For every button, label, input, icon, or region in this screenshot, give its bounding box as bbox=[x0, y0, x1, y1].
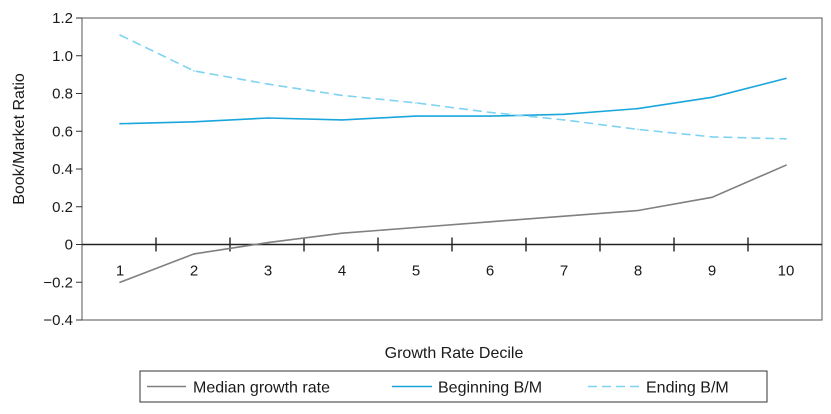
data-point bbox=[119, 281, 121, 284]
data-point bbox=[119, 122, 121, 125]
data-point bbox=[341, 94, 343, 97]
y-axis-title: Book/Market Ratio bbox=[11, 73, 28, 205]
y-tick-label: −0.4 bbox=[43, 312, 73, 329]
legend-label: Median growth rate bbox=[193, 380, 330, 397]
data-point bbox=[563, 113, 565, 116]
x-tick-label: 9 bbox=[708, 263, 716, 280]
data-point bbox=[193, 253, 195, 255]
data-point bbox=[193, 121, 195, 123]
x-tick-label: 2 bbox=[190, 263, 198, 280]
data-point bbox=[489, 221, 491, 223]
data-point bbox=[267, 83, 269, 85]
legend-box bbox=[139, 370, 768, 403]
data-point bbox=[637, 209, 639, 212]
data-point bbox=[415, 115, 417, 117]
x-tick-label: 1 bbox=[116, 263, 124, 280]
data-point bbox=[711, 196, 713, 199]
data-point bbox=[711, 136, 713, 138]
y-tick-label: −0.2 bbox=[43, 274, 73, 291]
y-tick-label: 1.0 bbox=[52, 48, 73, 65]
data-point bbox=[341, 232, 343, 234]
data-point bbox=[637, 107, 639, 110]
legend-label: Ending B/M bbox=[646, 380, 729, 397]
x-tick-label: 5 bbox=[412, 263, 420, 280]
x-axis-title: Growth Rate Decile bbox=[385, 345, 524, 362]
data-point bbox=[193, 70, 195, 72]
data-point bbox=[341, 119, 343, 121]
series-line-3 bbox=[119, 34, 787, 140]
y-tick-label: 0 bbox=[65, 237, 73, 254]
legend: Median growth rate Beginning B/M Ending B/… bbox=[139, 370, 768, 403]
data-point bbox=[415, 102, 417, 104]
data-point bbox=[267, 241, 269, 244]
x-tick-label: 6 bbox=[486, 263, 494, 280]
x-tick-label: 8 bbox=[634, 263, 642, 280]
x-tick-label: 4 bbox=[338, 263, 346, 280]
data-point bbox=[563, 119, 565, 121]
y-tick-label: 1.2 bbox=[52, 10, 73, 27]
y-tick-label: 0.2 bbox=[52, 199, 73, 216]
data-point bbox=[415, 226, 417, 229]
x-tick-label: 3 bbox=[264, 263, 272, 280]
data-point bbox=[267, 117, 269, 119]
data-point bbox=[711, 96, 713, 99]
y-tick-label: 0.6 bbox=[52, 123, 73, 140]
data-point bbox=[119, 34, 121, 36]
data-point bbox=[489, 111, 491, 114]
data-point bbox=[785, 77, 787, 80]
data-point bbox=[563, 215, 565, 217]
data-point bbox=[637, 128, 639, 131]
data-point bbox=[785, 164, 787, 167]
legend-label: Beginning B/M bbox=[438, 380, 542, 397]
y-tick-label: 0.8 bbox=[52, 86, 73, 103]
data-point bbox=[785, 138, 787, 140]
series-line-2 bbox=[119, 77, 787, 125]
data-point bbox=[489, 115, 491, 117]
x-tick-label: 10 bbox=[778, 263, 795, 280]
x-tick-label: 7 bbox=[560, 263, 568, 280]
series-line-1 bbox=[119, 164, 787, 284]
y-tick-label: 0.4 bbox=[52, 161, 73, 178]
